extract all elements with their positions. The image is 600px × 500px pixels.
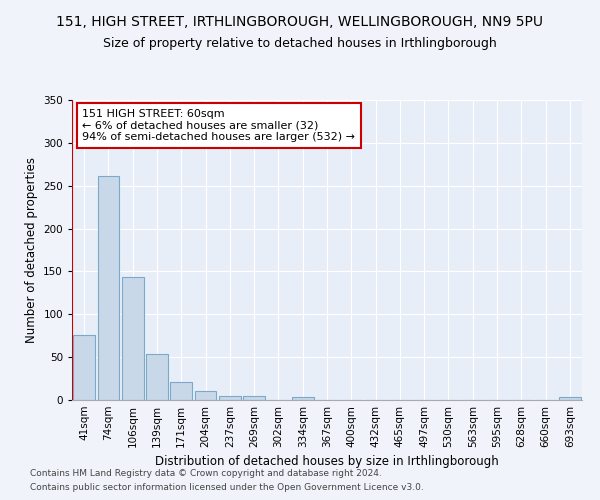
Bar	[219, 396, 241, 400]
Bar	[559, 398, 581, 400]
Text: Size of property relative to detached houses in Irthlingborough: Size of property relative to detached ho…	[103, 38, 497, 51]
Text: 151 HIGH STREET: 60sqm
← 6% of detached houses are smaller (32)
94% of semi-deta: 151 HIGH STREET: 60sqm ← 6% of detached …	[82, 109, 355, 142]
Bar	[146, 354, 168, 400]
Bar	[73, 335, 95, 400]
Bar	[243, 396, 265, 400]
Y-axis label: Number of detached properties: Number of detached properties	[25, 157, 38, 343]
Bar	[122, 278, 143, 400]
Text: Contains HM Land Registry data © Crown copyright and database right 2024.: Contains HM Land Registry data © Crown c…	[30, 468, 382, 477]
Bar	[97, 176, 119, 400]
Bar	[292, 396, 314, 400]
Bar	[194, 390, 217, 400]
Text: Contains public sector information licensed under the Open Government Licence v3: Contains public sector information licen…	[30, 484, 424, 492]
Bar	[170, 382, 192, 400]
Text: 151, HIGH STREET, IRTHLINGBOROUGH, WELLINGBOROUGH, NN9 5PU: 151, HIGH STREET, IRTHLINGBOROUGH, WELLI…	[56, 15, 544, 29]
X-axis label: Distribution of detached houses by size in Irthlingborough: Distribution of detached houses by size …	[155, 456, 499, 468]
